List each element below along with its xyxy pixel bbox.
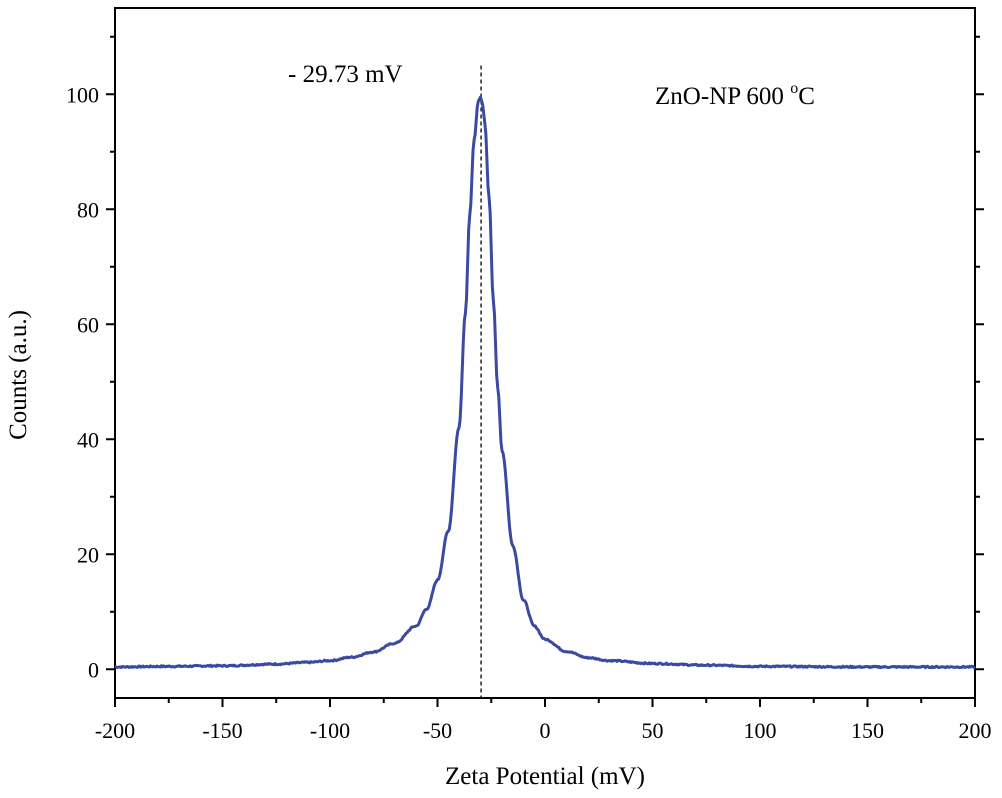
y-tick-label: 40 (77, 427, 99, 452)
y-tick-label: 100 (66, 82, 99, 107)
x-tick-label: -50 (423, 718, 452, 743)
x-tick-label: 150 (851, 718, 884, 743)
x-axis-title: Zeta Potential (mV) (445, 763, 645, 790)
x-tick-label: -200 (95, 718, 135, 743)
peak-value-annotation: - 29.73 mV (288, 61, 403, 88)
y-axis-title: Counts (a.u.) (5, 310, 32, 440)
x-tick-label: 0 (540, 718, 551, 743)
series-line-zno-np (114, 95, 976, 670)
sample-label-unit: C (798, 83, 815, 110)
y-axis: 0 20 40 60 80 100 (66, 35, 984, 682)
sample-label-degree: o (790, 80, 798, 97)
plot-border (114, 7, 976, 699)
y-tick-label: 80 (77, 197, 99, 222)
sample-label-main: ZnO-NP 600 (655, 83, 790, 110)
x-tick-label: 50 (642, 718, 664, 743)
x-tick-label: 100 (744, 718, 777, 743)
y-tick-label: 20 (77, 542, 99, 567)
plot-frame (114, 7, 976, 699)
x-tick-label: 200 (959, 718, 992, 743)
x-tick-label: -100 (310, 718, 350, 743)
sample-label-annotation: ZnO-NP 600 oC (655, 80, 815, 110)
x-axis: -200 -150 -100 -50 0 50 100 150 200 (95, 698, 992, 743)
y-tick-label: 0 (88, 657, 99, 682)
y-tick-label: 60 (77, 312, 99, 337)
x-tick-label: -150 (202, 718, 242, 743)
